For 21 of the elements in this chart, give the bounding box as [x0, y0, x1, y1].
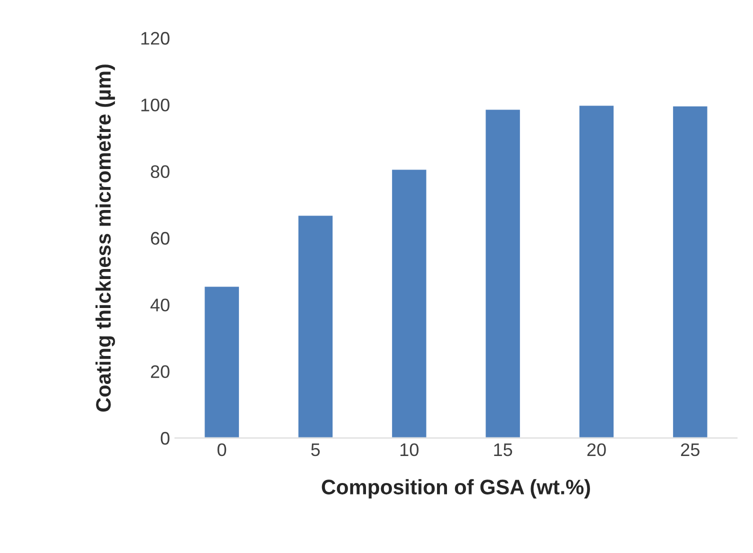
x-tick-label: 5: [311, 444, 320, 456]
y-axis-title: Coating thickness micrometre (µm): [96, 64, 116, 412]
y-tick-label: 0: [160, 432, 170, 445]
y-tick-label: 120: [141, 32, 170, 45]
x-tick-label: 0: [218, 443, 226, 456]
bar: [578, 104, 615, 438]
y-tick-label: 100: [141, 98, 170, 112]
x-tick-label: 10: [400, 443, 419, 456]
bar: [390, 168, 428, 438]
bar: [484, 108, 522, 438]
bar: [203, 285, 240, 438]
bar: [297, 214, 334, 438]
y-tick-label: 40: [150, 298, 170, 312]
x-tick-label: 15: [494, 444, 512, 456]
y-tick-label: 80: [150, 165, 170, 178]
x-tick-label: 25: [681, 443, 700, 456]
x-axis-title: Composition of GSA (wt.%): [322, 479, 590, 499]
y-tick-label: 60: [150, 232, 170, 245]
bar: [672, 104, 709, 438]
x-tick-label: 20: [587, 443, 606, 456]
y-tick-label: 20: [150, 365, 170, 378]
